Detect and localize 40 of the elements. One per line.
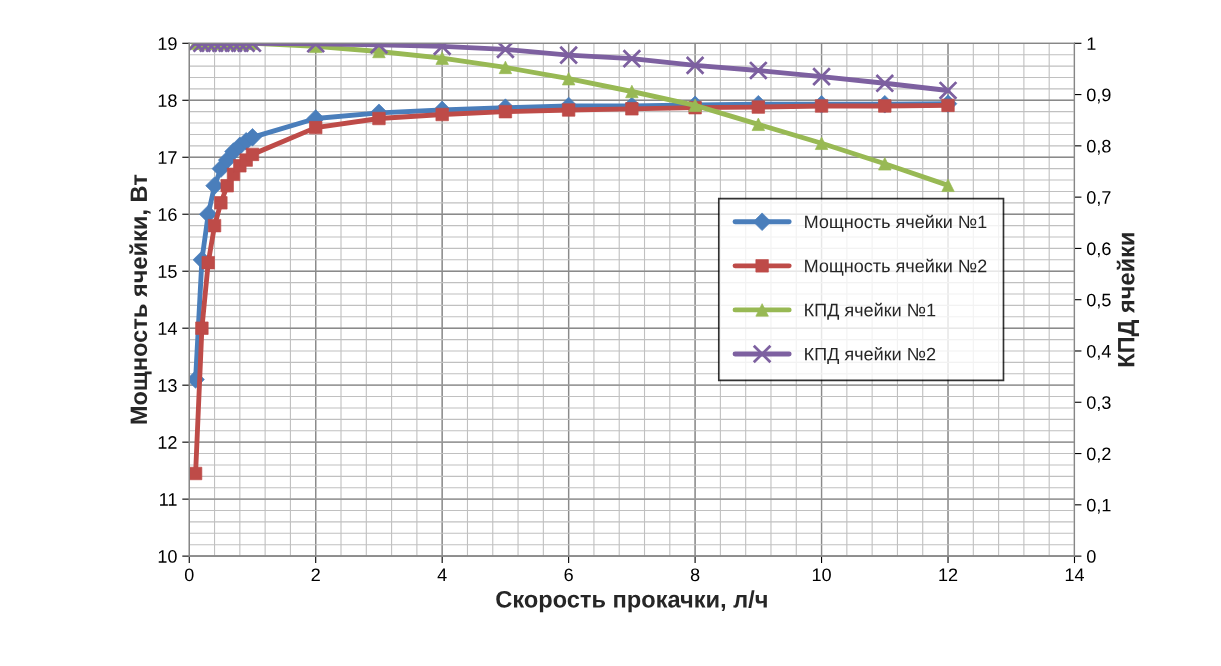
- x-tick-label: 4: [437, 568, 447, 581]
- y-tick-label: 15: [158, 265, 177, 278]
- y-tick-label: 18: [158, 94, 177, 107]
- point: [562, 103, 576, 117]
- y-tick-label: 14: [158, 322, 177, 335]
- y2-tick-label: 0,7: [1086, 191, 1111, 206]
- legend-label: Мощность ячейки №2: [805, 258, 987, 276]
- x-tick-label: 12: [939, 568, 958, 581]
- x-tick-label: 10: [812, 568, 831, 582]
- y-tick-label: 19: [158, 37, 177, 51]
- y-axis-title: Мощность ячейки, Вт: [129, 174, 152, 424]
- legend-label: КПД ячейки №1: [805, 302, 936, 320]
- y2-tick-label: 1: [1087, 37, 1096, 50]
- y-tick-label: 16: [158, 208, 177, 221]
- x-tick-label: 6: [564, 568, 573, 582]
- y2-tick-label: 0,4: [1086, 344, 1111, 360]
- point: [372, 111, 386, 126]
- y2-tick-label: 0,3: [1086, 396, 1111, 412]
- y-tick-label: 13: [158, 379, 177, 392]
- x-tick-label: 14: [1065, 568, 1084, 581]
- x-tick-label: 0: [184, 568, 194, 582]
- y-tick-label: 11: [160, 493, 177, 506]
- y2-tick-label: 0,9: [1086, 88, 1111, 104]
- legend-label: Мощность ячейки №1: [805, 214, 987, 232]
- y-tick-label: 10: [158, 550, 177, 563]
- x-tick-label: 2: [311, 568, 320, 581]
- y-tick-label: 17: [158, 151, 177, 164]
- y2-tick-label: 0,8: [1086, 139, 1111, 155]
- y2-tick-label: 0,5: [1086, 293, 1111, 309]
- y2-tick-label: 0,2: [1086, 447, 1111, 463]
- y2-tick-label: 0,1: [1086, 498, 1111, 514]
- point: [814, 99, 829, 113]
- y2-tick-label: 0: [1086, 550, 1096, 563]
- x-axis-title: Скорость прокачки, л/ч: [496, 590, 767, 613]
- point: [435, 107, 449, 122]
- y2-tick-label: 0,6: [1086, 242, 1111, 258]
- y2-axis-title: КПД ячейки: [1116, 233, 1140, 367]
- legend-label: КПД ячейки №2: [805, 346, 936, 364]
- x-tick-label: 8: [690, 568, 700, 582]
- y-tick-label: 12: [158, 436, 177, 449]
